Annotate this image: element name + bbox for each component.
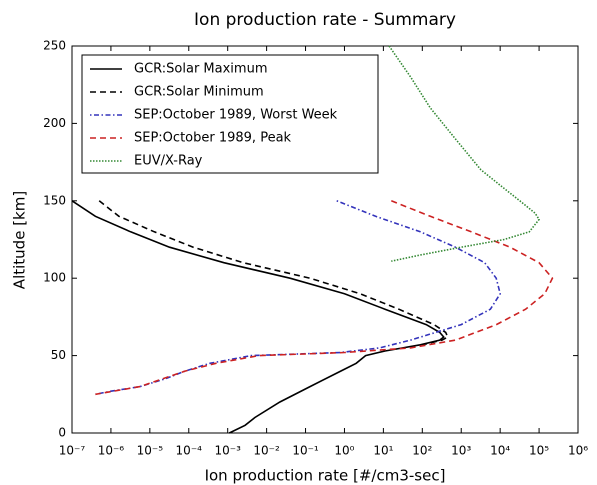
legend-box: [81, 54, 379, 174]
x-tick-label: 10²: [412, 444, 432, 458]
series-line: [95, 200, 502, 396]
x-axis-label: Ion production rate [#/cm3-sec]: [205, 467, 446, 485]
x-tick-label: 10⁻⁶: [98, 444, 125, 458]
x-tick-label: 10⁰: [334, 444, 354, 458]
legend-label: SEP:October 1989, Worst Week: [134, 108, 338, 123]
x-tick-label: 10⁻⁵: [137, 444, 164, 458]
x-tick-label: 10⁻²: [253, 444, 280, 458]
legend-label: SEP:October 1989, Peak: [134, 131, 292, 146]
y-tick-label: 250: [43, 39, 66, 53]
legend-label: GCR:Solar Minimum: [134, 85, 264, 100]
x-tick-label: 10⁻³: [214, 444, 241, 458]
plot-frame: [71, 45, 579, 434]
legend: GCR:Solar Maximum GCR:Solar Minimum SEP:Oc…: [81, 54, 379, 174]
legend-label: GCR:Solar Maximum: [134, 62, 267, 77]
y-axis-label: Altitude [km]: [11, 191, 29, 289]
y-tick-label: 150: [43, 193, 66, 207]
x-tick-label: 10³: [451, 444, 471, 458]
series-line: [71, 200, 445, 434]
x-tick-label: 10¹: [373, 444, 393, 458]
x-tick-label: 10⁻¹: [292, 444, 319, 458]
y-tick-label: 50: [51, 348, 66, 362]
chart-title: Ion production rate - Summary: [194, 10, 456, 30]
x-tick-label: 10⁶: [568, 444, 588, 458]
x-tick-label: 10⁻⁷: [59, 444, 86, 458]
x-tick-label: 10⁵: [529, 444, 549, 458]
x-tick-label: 10⁴: [490, 444, 510, 458]
y-tick-label: 200: [43, 116, 66, 130]
series-line: [98, 200, 449, 346]
y-tick-label: 100: [43, 271, 66, 285]
x-tick-label: 10⁻⁴: [176, 444, 203, 458]
series-line: [95, 200, 554, 396]
series-line: [388, 45, 541, 262]
legend-label: EUV/X-Ray: [134, 154, 203, 169]
y-tick-label: 0: [58, 426, 66, 440]
